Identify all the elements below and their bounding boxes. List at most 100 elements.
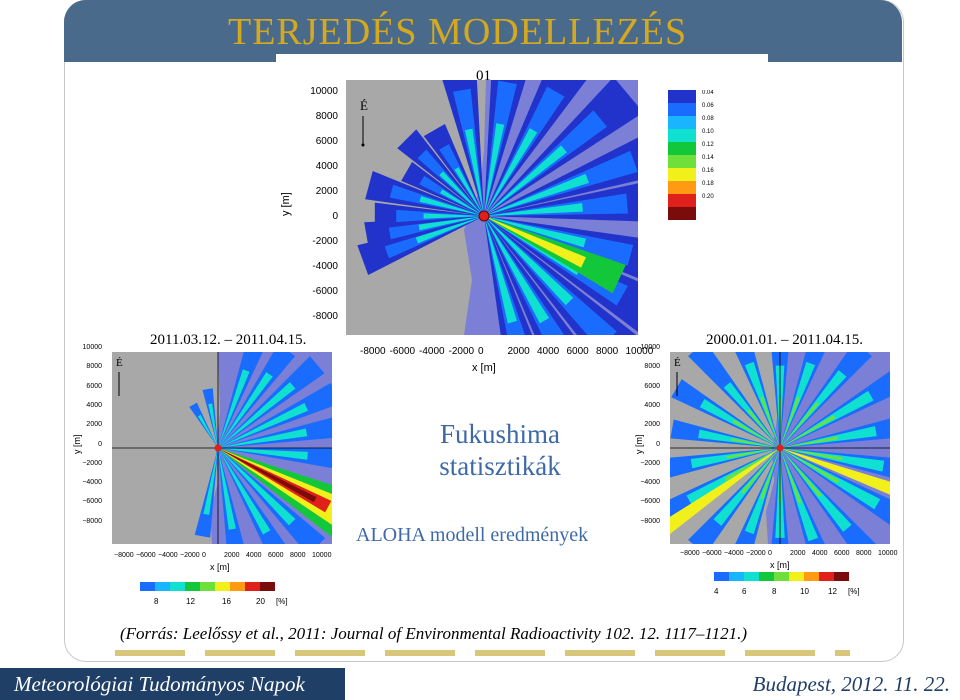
top-xtick-9: 10000 — [625, 346, 654, 357]
footer-left-band: Meteorológiai Tudományos Napok — [0, 668, 345, 700]
right-plume-ray-core-6 — [780, 436, 838, 448]
top-north-label: É — [360, 98, 368, 113]
left-legend-swatch-4 — [200, 582, 215, 591]
right-north-label: É — [674, 357, 681, 369]
top-plume-ray-inner-1 — [484, 80, 517, 216]
right-ytick-9: −8000 — [640, 517, 660, 525]
left-plot: 2011.03.12. – 2011.04.15. 10000 8000 6000 4… — [68, 330, 344, 610]
right-ytick-1: 8000 — [644, 363, 660, 371]
top-xtick-4: 0 — [478, 346, 484, 357]
right-legend-swatch-6 — [804, 572, 819, 581]
right-map: É — [670, 352, 890, 544]
top-plume-ray-inner-5 — [484, 193, 628, 216]
top-plume-core-green — [484, 216, 626, 294]
left-plume-ray-inner-0 — [218, 369, 250, 448]
left-legend-label-0: 8 — [154, 597, 159, 606]
left-plume-ray-inner-2 — [218, 382, 296, 448]
footer-right-text: Budapest, 2012. 11. 22. — [752, 672, 950, 696]
left-plume-ray-3 — [218, 383, 332, 448]
right-legend-swatch-3 — [759, 572, 774, 581]
left-north-label: É — [116, 357, 123, 369]
top-plume-ray-core-4 — [484, 173, 589, 216]
right-xtick-4: 0 — [768, 550, 772, 557]
top-plume-ray-11 — [357, 216, 484, 276]
top-plume-ray-1 — [484, 80, 526, 216]
source-citation: (Forrás: Leelőssy et al., 2011: Journal … — [120, 624, 748, 643]
top-ytick-5: 0 — [332, 211, 338, 222]
left-plume-ray-inner-3 — [218, 402, 309, 448]
slide-title: TERJEDÉS MODELLEZÉS — [228, 11, 688, 53]
right-xtick-6: 4000 — [812, 550, 828, 557]
top-plume-ray-core-13 — [423, 213, 484, 219]
right-plume-ray-13 — [688, 448, 780, 544]
left-plume-ray-inner-11 — [208, 403, 218, 448]
right-xtick-7: 6000 — [834, 550, 850, 557]
top-legend-label-4: 0.12 — [702, 142, 714, 148]
top-xtick-1: -6000 — [389, 346, 416, 357]
right-legend-label-1: 6 — [742, 587, 747, 596]
top-legend-label-3: 0.10 — [702, 129, 714, 135]
left-ytick-1: 8000 — [86, 363, 102, 371]
top-ytick-9: -8000 — [312, 311, 338, 322]
right-legend-label-4: 12 — [828, 587, 837, 596]
right-plume-ray-core-7 — [780, 448, 843, 461]
right-plume-ray-core-14 — [724, 448, 780, 481]
left-ytick-8: −6000 — [82, 498, 102, 506]
right-ytick-8: −6000 — [640, 498, 660, 506]
right-ytick-4: 2000 — [644, 421, 660, 429]
top-legend-swatch-8 — [668, 194, 696, 207]
right-ytick-3: 4000 — [644, 401, 660, 409]
top-plume-ray-core-15 — [440, 189, 484, 216]
left-legend-swatch-5 — [215, 582, 230, 591]
footer-left-text: Meteorológiai Tudományos Napok — [14, 672, 305, 696]
left-xtick-3: −2000 — [180, 552, 200, 559]
top-plume-ray-inner-0 — [453, 88, 484, 216]
top-ytick-8: -6000 — [312, 286, 338, 297]
left-source-marker — [214, 444, 222, 452]
right-plume-ray-core-5 — [780, 415, 836, 448]
top-xtick-7: 6000 — [566, 346, 589, 357]
top-plume-ray-inner-14 — [389, 184, 484, 216]
right-plot-label: 2000.01.01. – 2011.04.15. — [706, 332, 863, 348]
top-legend-swatch-1 — [668, 103, 696, 116]
left-ytick-7: −4000 — [82, 479, 102, 487]
top-legend-swatch-7 — [668, 181, 696, 194]
right-xlabel: x [m] — [770, 560, 790, 570]
right-ylabel: y [m] — [634, 434, 644, 455]
right-legend-label-2: 8 — [772, 587, 777, 596]
center-title-line1: Fukushima — [439, 419, 560, 449]
left-plume-ray-inner-7 — [218, 448, 296, 526]
right-plume-ray-inner-6 — [780, 426, 877, 448]
top-plume-ray-core-1 — [484, 123, 505, 216]
left-xtick-5: 2000 — [224, 552, 240, 559]
left-legend-swatch-3 — [185, 582, 200, 591]
top-plume-ray-2 — [484, 80, 587, 216]
top-xtick-0: -8000 — [360, 346, 386, 357]
left-plume-ray-0 — [218, 352, 263, 448]
right-xtick-9: 10000 — [878, 550, 898, 557]
top-legend-swatch-9 — [668, 207, 696, 220]
top-plume-ray-core-8 — [484, 216, 574, 306]
right-plume-ray-core-1 — [760, 396, 780, 448]
left-plume — [189, 352, 332, 544]
right-plume-ray-16 — [670, 419, 780, 448]
title-band-top — [64, 0, 902, 62]
top-ytick-4: 2000 — [315, 186, 338, 197]
top-xlabel: x [m] — [472, 362, 496, 374]
right-legend-swatch-2 — [744, 572, 759, 581]
top-legend-swatch-3 — [668, 129, 696, 142]
left-xtick-1: −6000 — [136, 552, 156, 559]
right-legend-swatch-0 — [714, 572, 729, 581]
right-plume-ray-core-10 — [780, 448, 802, 504]
top-legend-swatch-0 — [668, 90, 696, 103]
center-title: Fukushima statisztikák — [400, 418, 600, 482]
left-plume-ray-1 — [218, 352, 296, 448]
top-plume-ray-8 — [484, 216, 637, 335]
left-legend-swatch-7 — [245, 582, 260, 591]
right-legend-swatch-1 — [729, 572, 744, 581]
left-xtick-0: −8000 — [114, 552, 134, 559]
left-plume-ray-9 — [218, 448, 244, 544]
top-plume-ray-inner-8 — [484, 216, 617, 335]
center-title-line2: statisztikák — [439, 451, 561, 481]
right-plume-ray-core-13 — [741, 448, 780, 494]
